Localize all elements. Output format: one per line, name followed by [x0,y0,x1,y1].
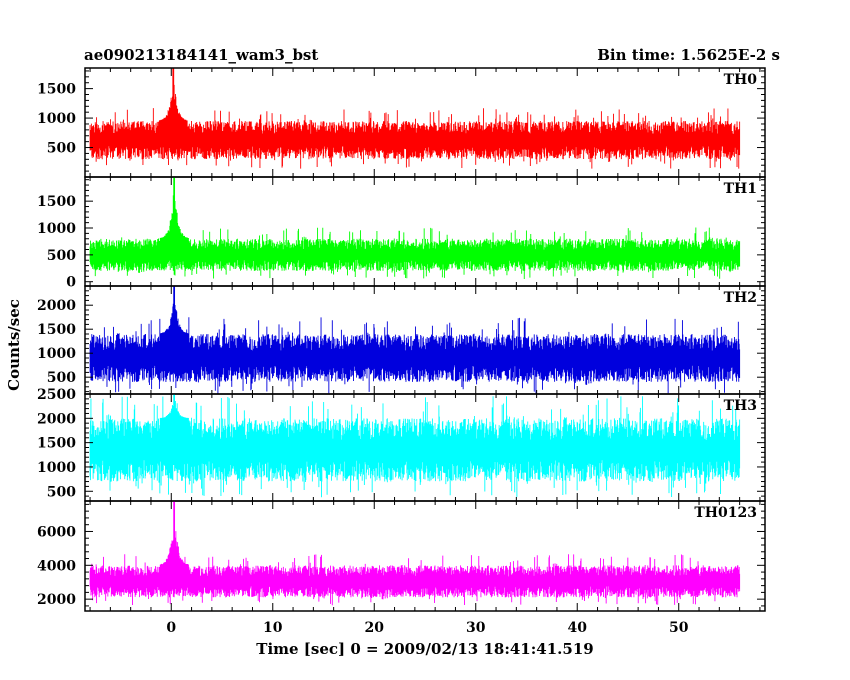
x-tick-label: 30 [466,620,486,636]
y-tick-label: 1000 [37,346,76,362]
series-th0 [89,68,741,169]
x-axis-label: Time [sec] 0 = 2009/02/13 18:41:41.519 [256,640,593,658]
y-tick-label: 1500 [37,82,76,98]
y-tick-label: 2500 [37,387,76,403]
y-tick-label: 0 [66,275,76,291]
panel-th1: 0 500 1000 1500 TH1 [37,176,766,291]
series-th1 [89,177,741,279]
y-tick-label: 2000 [37,592,76,608]
panels-group: 50010001500TH0050010001500TH150010001500… [37,67,766,636]
y-tick-label: 500 [47,484,76,500]
series-th3 [89,394,741,498]
y-tick-label: 500 [47,141,76,157]
y-tick-label: 500 [47,248,76,264]
panel-label-th1: TH1 [724,181,757,197]
y-tick-label: 1000 [37,111,76,127]
panel-th0123: 2000 4000 6000 TH0123 [37,500,766,612]
y-tick-label: 1500 [37,194,76,210]
y-tick-label: 1500 [37,322,76,338]
y-tick-label: 1000 [37,460,76,476]
chart-subtitle: Bin time: 1.5625E-2 s [597,46,780,64]
panel-label-th0123: TH0123 [694,505,757,521]
x-tick-label: 20 [365,620,385,636]
chart-title: ae090213184141_wam3_bst [84,46,318,64]
x-tick-label: 50 [669,620,689,636]
y-tick-label: 1500 [37,436,76,452]
panel-th2: 500 1000 1500 2000 TH2 [37,285,766,395]
panel-label-th2: TH2 [724,290,757,306]
y-tick-label: 500 [47,370,76,386]
y-tick-label: 2000 [37,298,76,314]
panel-frame [84,500,766,612]
x-tick-label: 10 [263,620,283,636]
panel-th3: 500 1000 1500 2000 2500 TH3 [37,387,766,502]
panel-th0: 500 1000 1500 TH0 [37,67,766,178]
y-tick-label: 1000 [37,221,76,237]
series-th0123 [89,501,741,606]
y-tick-label: 6000 [37,524,76,540]
y-tick-label: 4000 [37,558,76,574]
series-th2 [89,286,741,394]
y-tick-label: 2000 [37,411,76,427]
y-axis-label: Counts/sec [5,299,23,391]
panel-label-th0: TH0 [724,72,758,88]
x-tick-label: 0 [166,620,176,636]
panel-label-th3: TH3 [724,398,757,414]
x-tick-label: 40 [567,620,587,636]
